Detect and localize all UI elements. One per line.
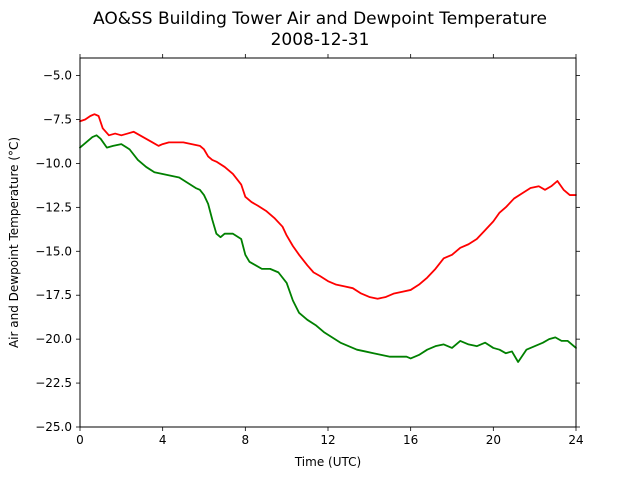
- y-tick-label: −25.0: [35, 420, 72, 434]
- y-tick-label: −20.0: [35, 332, 72, 346]
- series-line-1: [79, 113, 577, 300]
- y-axis-label: Air and Dewpoint Temperature (°C): [7, 137, 21, 348]
- x-tick-label: 24: [568, 433, 583, 447]
- plot-background: [80, 58, 576, 427]
- x-tick-label: 12: [320, 433, 335, 447]
- chart-subtitle: 2008-12-31: [271, 30, 370, 50]
- series-line-2: [79, 134, 577, 363]
- y-tick-label: −15.0: [35, 244, 72, 258]
- x-tick-label: 4: [159, 433, 167, 447]
- y-tick-label: −7.5: [43, 113, 72, 127]
- x-axis-label: Time (UTC): [294, 455, 361, 469]
- x-tick-label: 0: [76, 433, 84, 447]
- x-axis: 0 4 8 12 16 20 24: [76, 54, 584, 447]
- y-tick-label: −10.0: [35, 156, 72, 170]
- y-tick-label: −17.5: [35, 288, 72, 302]
- x-tick-label: 16: [403, 433, 418, 447]
- y-tick-label: −12.5: [35, 200, 72, 214]
- chart-title: AO&SS Building Tower Air and Dewpoint Te…: [93, 9, 547, 29]
- y-tick-label: −22.5: [35, 376, 72, 390]
- x-tick-label: 8: [242, 433, 250, 447]
- plot-area: [79, 57, 577, 428]
- series-layer: [79, 113, 577, 363]
- x-tick-label: 20: [486, 433, 501, 447]
- y-axis: −25.0 −22.5 −20.0 −17.5 −15.0 −12.5 −10.0 −7.5 −…: [35, 69, 580, 434]
- y-tick-label: −5.0: [43, 69, 72, 83]
